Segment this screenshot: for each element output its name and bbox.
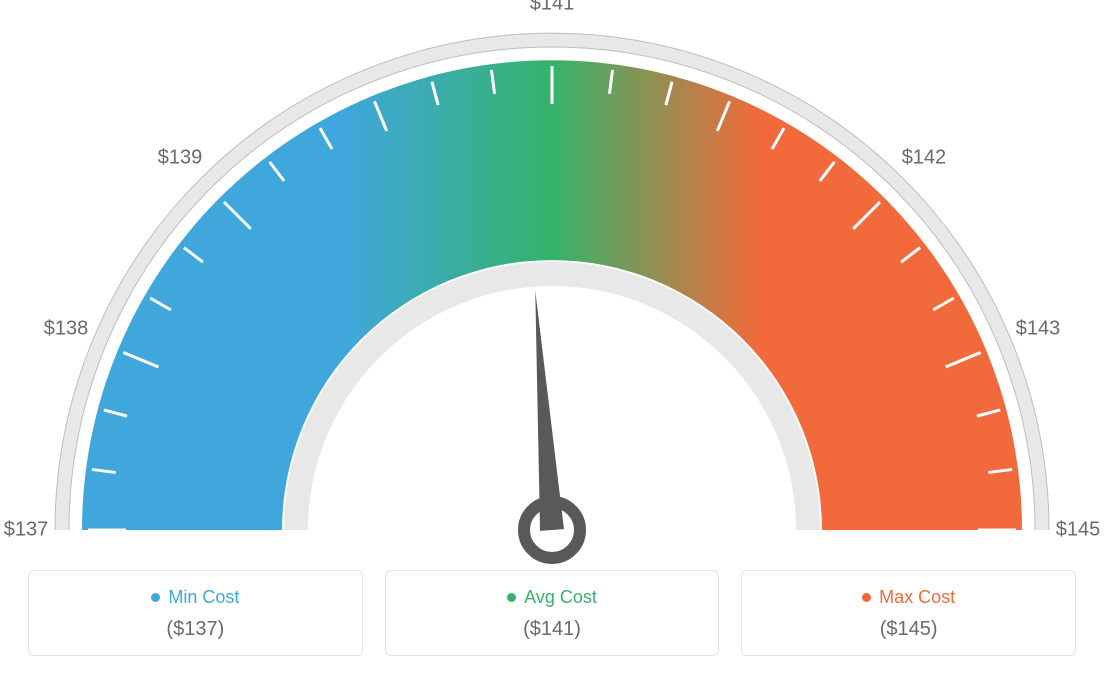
max-cost-dot-icon (862, 593, 871, 602)
avg-cost-value: ($141) (404, 618, 701, 641)
gauge-area: $137$138$139$141$142$143$145 (28, 10, 1076, 570)
gauge-scale-label: $138 (44, 317, 89, 340)
min-cost-title: Min Cost (168, 587, 239, 608)
gauge-scale-label: $137 (4, 519, 49, 542)
max-cost-value: ($145) (760, 618, 1057, 641)
gauge-scale-label: $142 (902, 147, 947, 170)
avg-cost-title-row: Avg Cost (507, 587, 597, 608)
gauge-scale-label: $145 (1056, 519, 1101, 542)
gauge-svg (28, 10, 1076, 570)
avg-cost-title: Avg Cost (524, 587, 597, 608)
max-cost-card: Max Cost ($145) (741, 570, 1076, 656)
gauge-scale-label: $143 (1016, 317, 1061, 340)
summary-cards: Min Cost ($137) Avg Cost ($141) Max Cost… (28, 570, 1076, 656)
min-cost-dot-icon (151, 593, 160, 602)
avg-cost-card: Avg Cost ($141) (385, 570, 720, 656)
max-cost-title: Max Cost (879, 587, 955, 608)
avg-cost-dot-icon (507, 593, 516, 602)
min-cost-title-row: Min Cost (151, 587, 239, 608)
gauge-scale-label: $139 (158, 147, 203, 170)
chart-container: $137 $138 $139 $141 $142 $143 $145 Min Cost ($… (0, 0, 1104, 690)
min-cost-value: ($137) (47, 618, 344, 641)
gauge-scale-label: $141 (530, 0, 575, 16)
min-cost-card: Min Cost ($137) (28, 570, 363, 656)
max-cost-title-row: Max Cost (862, 587, 955, 608)
